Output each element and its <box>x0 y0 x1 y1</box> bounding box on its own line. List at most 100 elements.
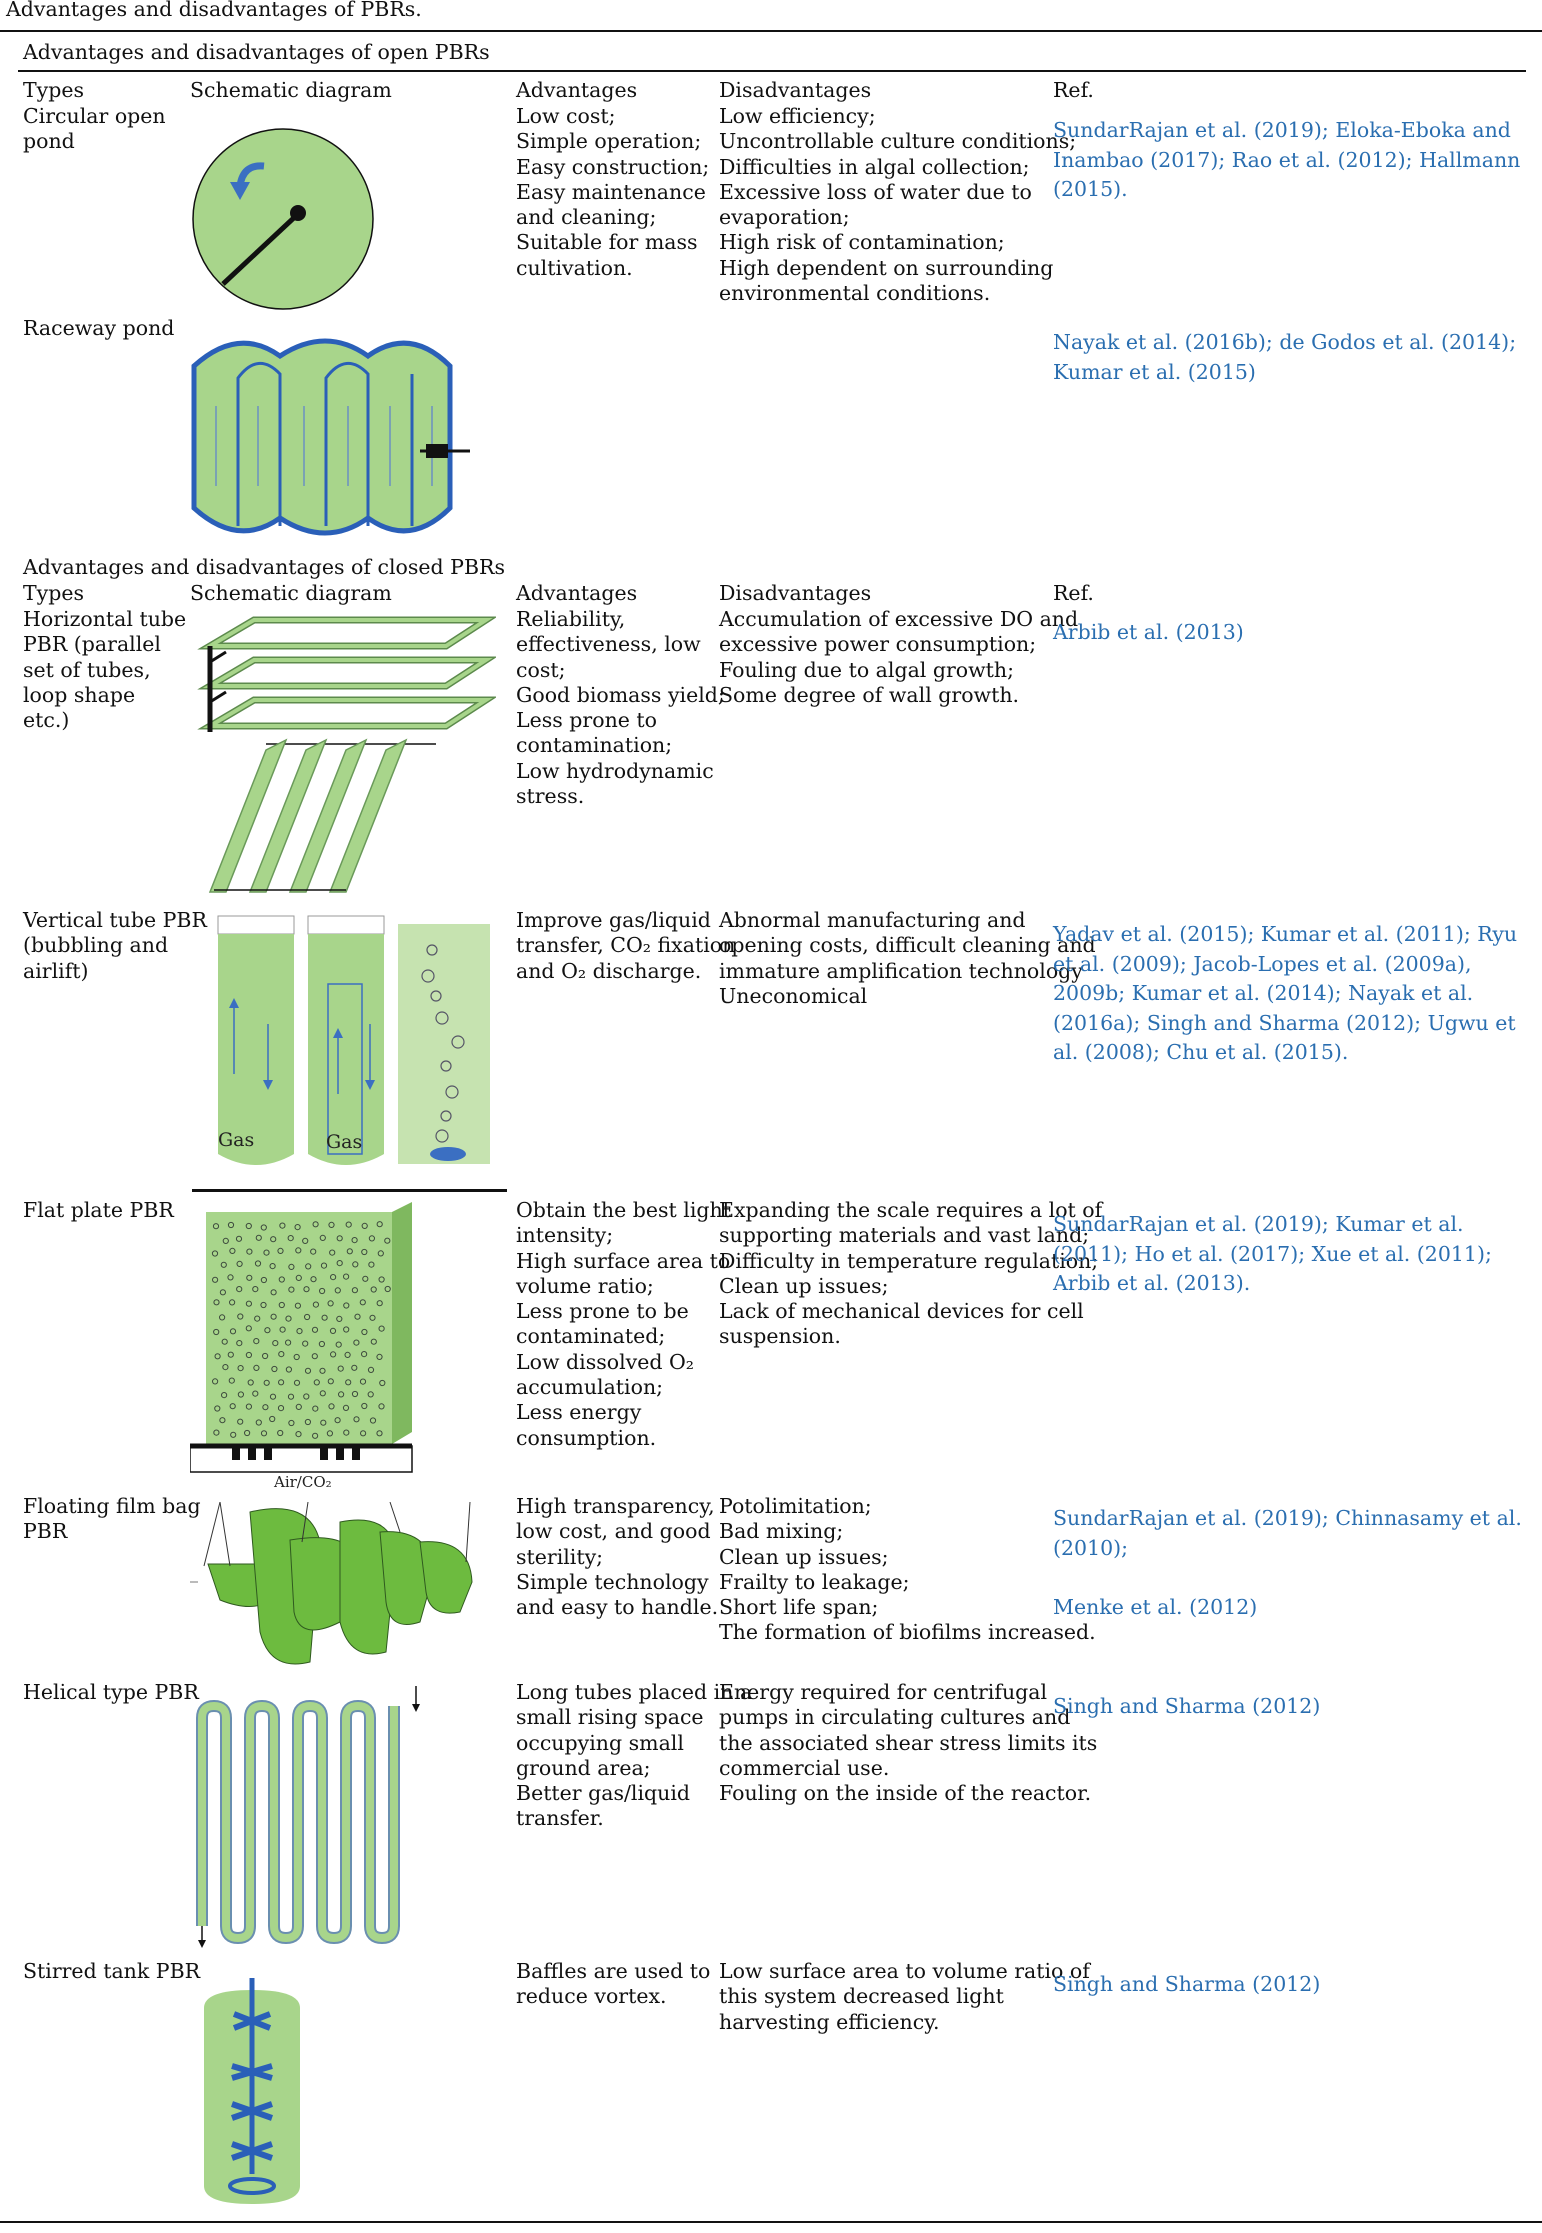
header-schematic: Schematic diagram <box>190 78 392 102</box>
ref-link[interactable]: de Godos et al. (2014) <box>1279 330 1510 354</box>
ref-link[interactable]: SundarRajan et al. (2019) <box>1053 118 1322 142</box>
table-caption: Advantages and disadvantages of PBRs. <box>6 0 422 21</box>
ref-link[interactable]: Yadav et al. (2015) <box>1053 922 1248 946</box>
ref-link[interactable]: Singh and Sharma (2012) <box>1053 1972 1321 1996</box>
row-circular-advantages: Low cost; Simple operation; Easy constru… <box>516 104 710 280</box>
raceway-pond-diagram <box>191 338 470 536</box>
bubble <box>245 1300 253 1307</box>
row-vertical-advantages: Improve gas/liquid transfer, CO₂ fixatio… <box>516 908 736 983</box>
bubble <box>253 1338 260 1345</box>
header-ref: Ref. <box>1053 78 1094 102</box>
ref-link[interactable]: Arbib et al. (2013) <box>1053 1271 1244 1295</box>
bubble <box>326 1430 333 1437</box>
header-disadvantages: Disadvantages <box>719 78 872 102</box>
bubble <box>319 1390 326 1397</box>
bubble <box>342 1404 350 1411</box>
bubble <box>287 1235 294 1242</box>
ref-link[interactable]: Ryu et al. (2009) <box>1053 922 1518 976</box>
bubble <box>229 1299 236 1306</box>
ref-link[interactable]: Rao et al. (2012) <box>1231 147 1406 172</box>
bubble <box>227 1221 235 1229</box>
bubble <box>293 1353 300 1361</box>
ref-link[interactable]: Nayak et al. (2016b) <box>1053 330 1266 354</box>
bubble <box>329 1327 337 1334</box>
ref-link[interactable]: Kumar et al. (2014) <box>1131 981 1335 1005</box>
ref-link[interactable]: Hallmann (2015) <box>1053 147 1521 202</box>
bubble <box>361 1402 368 1410</box>
ref-link[interactable]: Xue et al. (2011) <box>1311 1241 1485 1266</box>
bubble <box>246 1248 253 1255</box>
bubble <box>295 1247 302 1254</box>
ref-link[interactable]: Arbib et al. (2013) <box>1053 620 1244 644</box>
bubble <box>369 1417 377 1424</box>
bubble <box>269 1415 276 1423</box>
row-stirred-refs: Singh and Sharma (2012) <box>1053 1970 1533 2000</box>
air-co2-label: Air/CO₂ <box>273 1473 332 1490</box>
ref-link[interactable]: Nayak et al. (2016a) <box>1053 981 1474 1035</box>
row-helical-refs: Singh and Sharma (2012) <box>1053 1692 1533 1722</box>
ref-link[interactable]: Chinnasamy et al. (2010) <box>1053 1506 1522 1560</box>
bubble <box>211 1250 219 1257</box>
ref-link[interactable]: Menke et al. (2012) <box>1053 1594 1258 1619</box>
bubble <box>294 1302 302 1309</box>
flat-plate-diagram: Air/CO₂ <box>190 1202 413 1490</box>
bubble <box>378 1403 385 1410</box>
bubble <box>245 1351 253 1359</box>
ref-link[interactable]: 2009b <box>1053 981 1119 1005</box>
bubble <box>360 1430 367 1437</box>
ref-link[interactable]: Kumar et al. (2011) <box>1053 1212 1464 1266</box>
bubble <box>304 1418 312 1426</box>
bubble <box>270 1313 277 1320</box>
bubble <box>376 1300 383 1307</box>
bubble <box>346 1248 353 1255</box>
row-raceway-refs: Nayak et al. (2016b); de Godos et al. (2… <box>1053 330 1517 384</box>
ref-link[interactable]: Ho et al. (2017) <box>1134 1241 1299 1266</box>
bubble <box>219 1417 226 1424</box>
ref-link[interactable]: Eloka-Eboka and Inambao (2017) <box>1053 118 1511 172</box>
row-horizontal-refs: Arbib et al. (2013) <box>1053 618 1533 648</box>
bubble <box>336 1260 343 1267</box>
bubble <box>218 1314 226 1321</box>
bubble <box>246 1274 253 1281</box>
ref-link[interactable]: Singh and Sharma (2012) <box>1146 1010 1415 1035</box>
header-advantages-closed: Advantages <box>516 581 638 605</box>
bubble <box>277 1405 285 1412</box>
row-vertical-type: Vertical tube PBR (bubbling and airlift) <box>23 908 207 983</box>
ref-link[interactable]: Jacob-Lopes et al. (2009a) <box>1193 951 1465 976</box>
ref-link[interactable]: SundarRajan et al. (2019) <box>1053 1212 1322 1236</box>
bubble <box>279 1326 286 1333</box>
bubble <box>260 1224 267 1231</box>
bubble <box>244 1429 251 1437</box>
bubble <box>220 1392 228 1399</box>
ref-link[interactable]: SundarRajan et al. (2019) <box>1053 1506 1322 1530</box>
ref-link[interactable]: Chu et al. (2015) <box>1166 1040 1342 1064</box>
stirred-tank-diagram <box>204 1978 300 2204</box>
ref-link[interactable]: Kumar et al. (2015) <box>1053 359 1256 384</box>
bubble <box>351 1390 359 1398</box>
ref-link[interactable]: Ugwu et al. (2008) <box>1053 1010 1516 1065</box>
bubble <box>376 1430 383 1437</box>
header-ref-closed: Ref. <box>1053 581 1094 605</box>
row-flatplate-disadvantages: Expanding the scale requires a lot of su… <box>719 1198 1103 1349</box>
bubble <box>227 1351 234 1358</box>
ref-link[interactable]: Singh and Sharma (2012) <box>1053 1694 1321 1718</box>
bubble <box>229 1403 236 1410</box>
gas-label-right: Gas <box>326 1131 362 1153</box>
bubble <box>264 1327 271 1334</box>
row-stirred-disadvantages: Low surface area to volume ratio of this… <box>719 1959 1090 2034</box>
bubble <box>229 1247 236 1255</box>
bubble <box>337 1365 344 1372</box>
bubble <box>278 1379 285 1386</box>
ref-link[interactable]: Kumar et al. (2011) <box>1260 922 1464 946</box>
bubble <box>229 1328 237 1335</box>
bubble <box>269 1393 277 1400</box>
bubble <box>255 1234 262 1241</box>
gas-label-left: Gas <box>218 1129 254 1151</box>
bubble <box>222 1237 229 1245</box>
bubble <box>285 1339 292 1346</box>
bubble <box>212 1276 219 1283</box>
bubble <box>288 1263 295 1271</box>
section-rule <box>18 70 1526 72</box>
bubble <box>221 1338 228 1345</box>
bubble <box>345 1221 352 1228</box>
